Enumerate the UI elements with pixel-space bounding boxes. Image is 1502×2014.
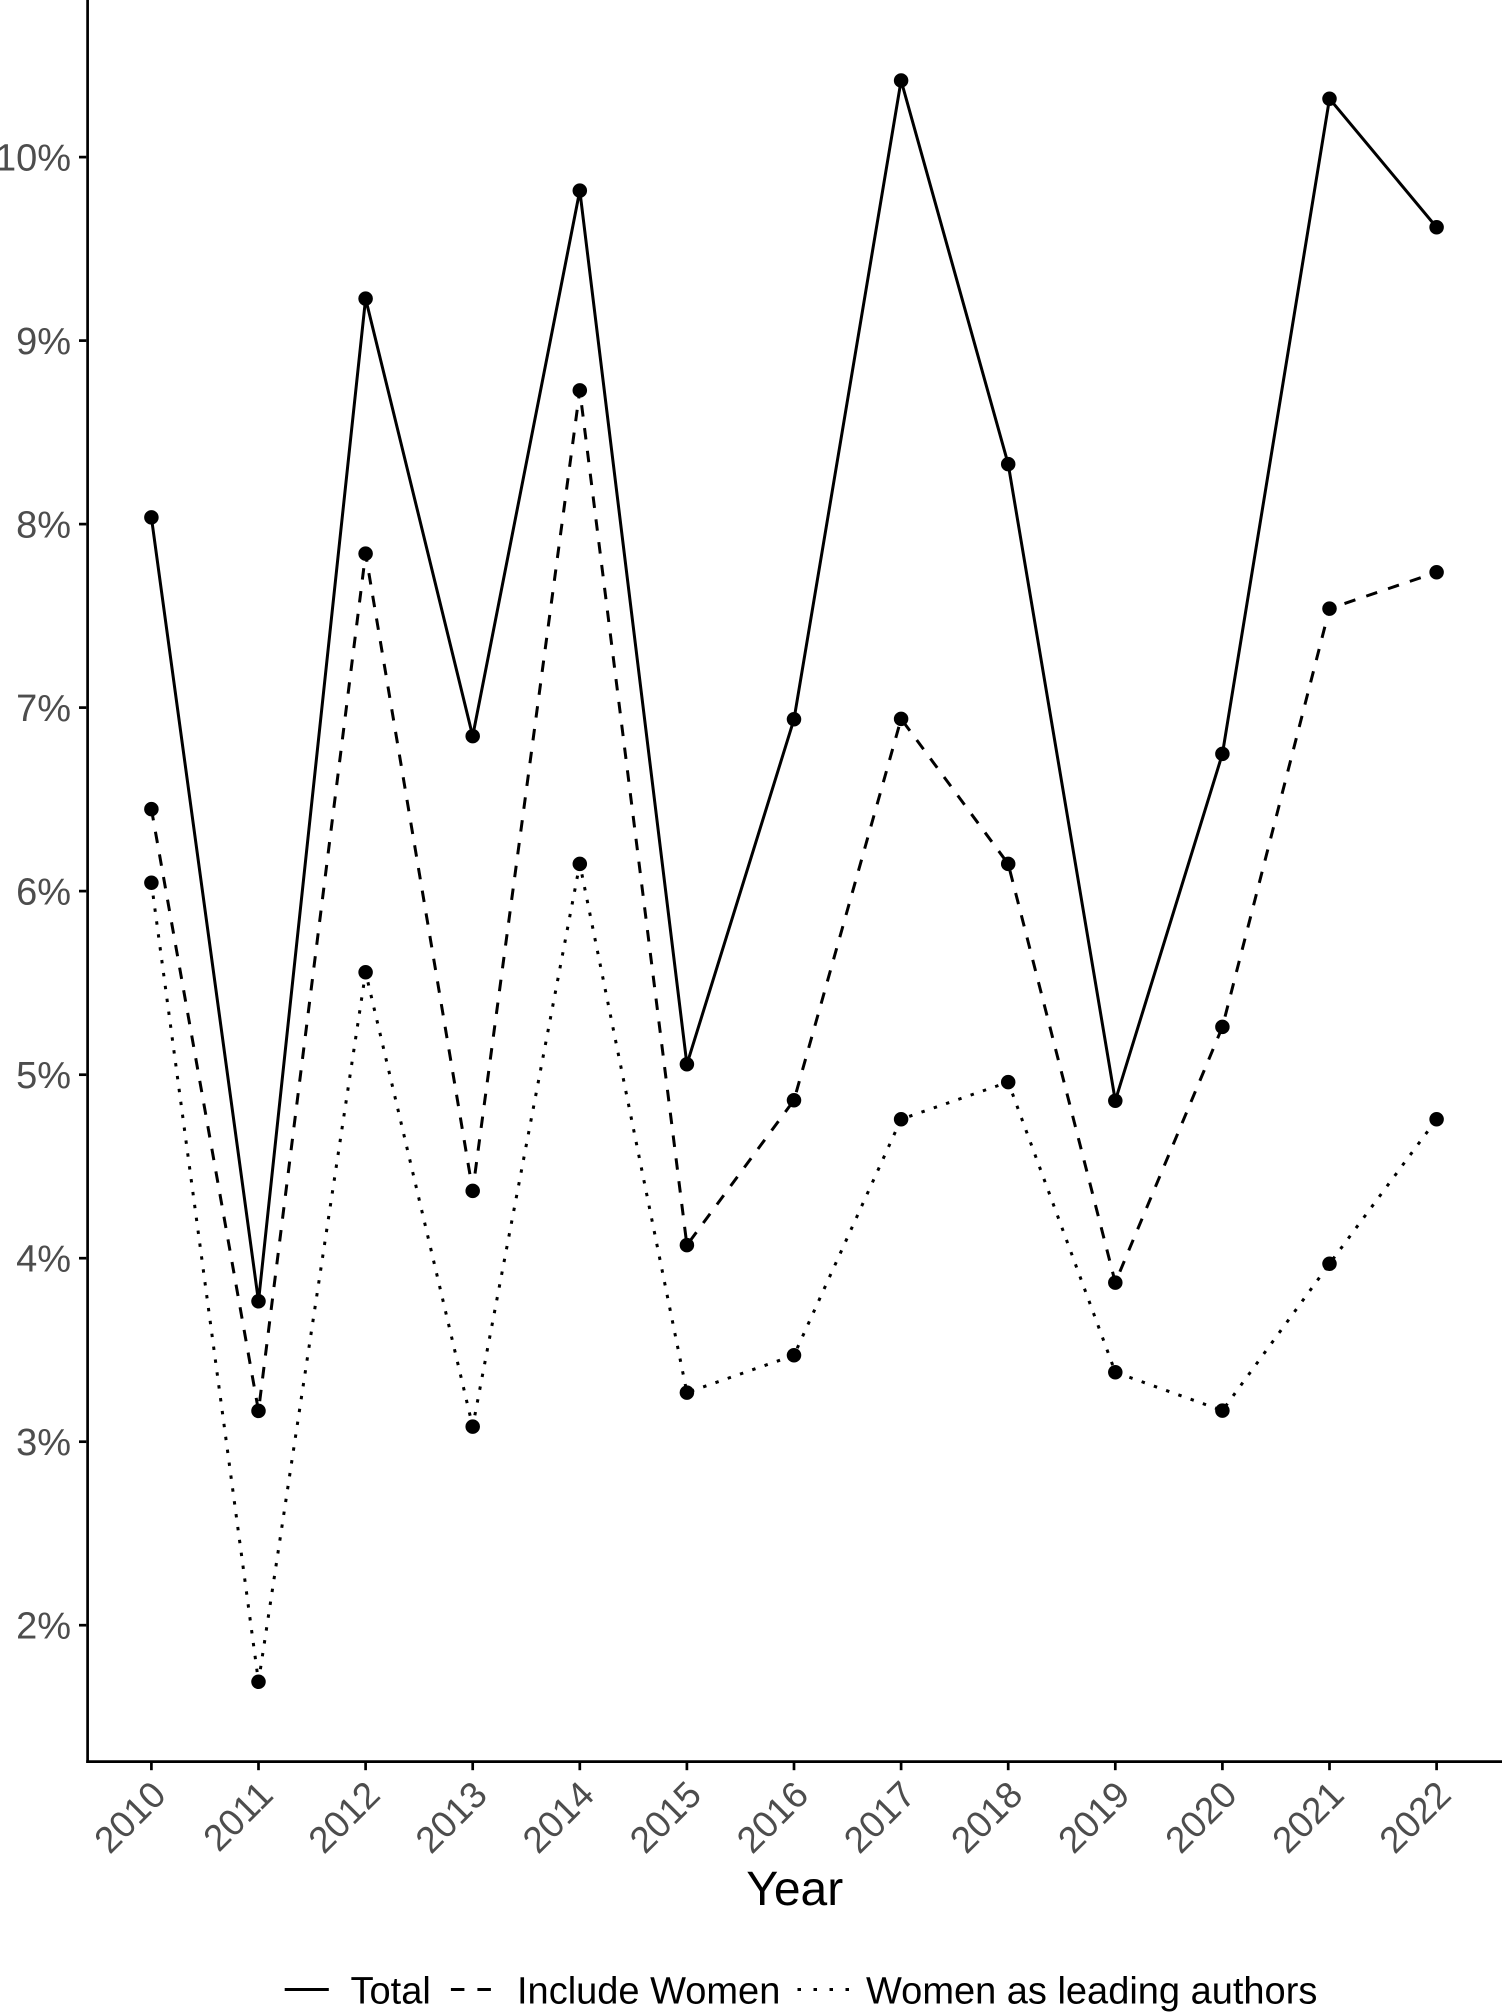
svg-text:5%: 5% <box>16 1055 71 1097</box>
svg-text:7%: 7% <box>16 688 71 730</box>
svg-text:9%: 9% <box>16 321 71 363</box>
svg-text:Year: Year <box>746 1863 843 1916</box>
svg-text:3%: 3% <box>16 1422 71 1464</box>
svg-text:Total: Total <box>351 1971 431 2013</box>
svg-text:10%: 10% <box>0 138 71 180</box>
svg-text:Women as leading authors: Women as leading authors <box>866 1971 1317 2013</box>
svg-text:Include Women: Include Women <box>517 1971 780 2013</box>
svg-text:6%: 6% <box>16 872 71 914</box>
svg-text:4%: 4% <box>16 1239 71 1281</box>
svg-text:8%: 8% <box>16 505 71 547</box>
svg-text:2%: 2% <box>16 1606 71 1648</box>
